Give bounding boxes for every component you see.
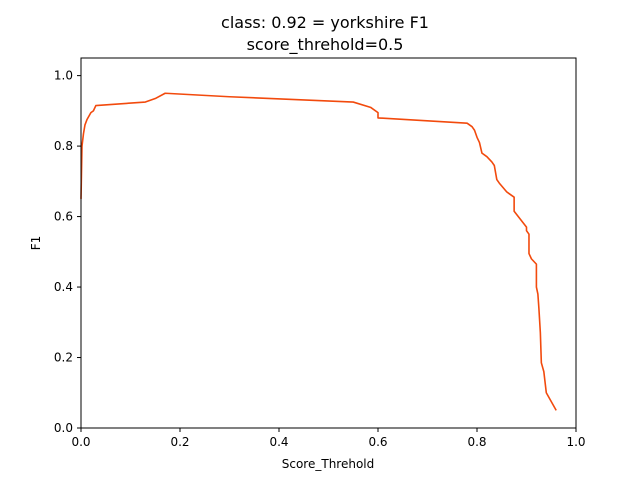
y-tick-label: 0.4 [54,280,73,294]
y-tick-label: 0.2 [54,351,73,365]
series-line-0 [80,92,557,411]
x-tick-label: 0.2 [170,435,189,449]
x-axis-label: Score_Threhold [282,457,375,471]
y-tick-label: 0.0 [54,421,73,435]
x-axis-ticks: 0.0 0.2 0.4 0.6 0.8 1.0 [71,428,586,449]
x-tick-label: 0.6 [368,435,387,449]
chart-title: class: 0.92 = yorkshire F1 [221,13,429,32]
x-tick-label: 0.4 [269,435,288,449]
plot-frame [80,57,577,429]
x-tick-label: 0.8 [467,435,486,449]
y-tick-label: 0.6 [54,210,73,224]
y-tick-label: 0.8 [54,139,73,153]
plot-area [81,58,576,428]
x-tick-label: 1.0 [566,435,585,449]
series-lines [80,92,557,411]
chart-subtitle: score_threhold=0.5 [247,35,404,55]
y-axis-ticks: 0.0 0.2 0.4 0.6 0.8 1.0 [54,69,81,435]
y-tick-label: 1.0 [54,69,73,83]
x-tick-label: 0.0 [71,435,90,449]
y-axis-label: F1 [29,236,43,251]
